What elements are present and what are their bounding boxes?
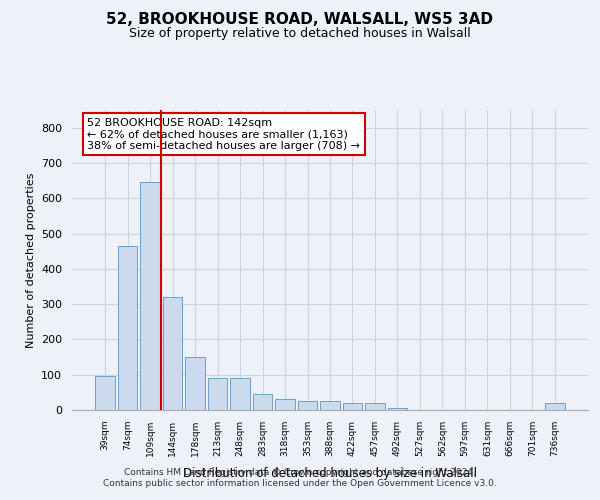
Bar xyxy=(343,403,362,410)
Bar xyxy=(185,357,205,410)
Bar xyxy=(253,394,272,410)
Bar xyxy=(140,182,160,410)
Bar xyxy=(230,378,250,410)
Bar xyxy=(208,378,227,410)
Bar xyxy=(163,297,182,410)
Bar xyxy=(320,401,340,410)
Text: 52 BROOKHOUSE ROAD: 142sqm
← 62% of detached houses are smaller (1,163)
38% of s: 52 BROOKHOUSE ROAD: 142sqm ← 62% of deta… xyxy=(88,118,361,150)
Bar xyxy=(95,376,115,410)
Bar xyxy=(298,401,317,410)
Bar xyxy=(388,408,407,410)
Text: Size of property relative to detached houses in Walsall: Size of property relative to detached ho… xyxy=(129,28,471,40)
Bar xyxy=(118,246,137,410)
Text: 52, BROOKHOUSE ROAD, WALSALL, WS5 3AD: 52, BROOKHOUSE ROAD, WALSALL, WS5 3AD xyxy=(107,12,493,28)
Text: Contains HM Land Registry data © Crown copyright and database right 2024.
Contai: Contains HM Land Registry data © Crown c… xyxy=(103,468,497,487)
Bar xyxy=(365,403,385,410)
Bar xyxy=(275,400,295,410)
X-axis label: Distribution of detached houses by size in Walsall: Distribution of detached houses by size … xyxy=(183,467,477,480)
Y-axis label: Number of detached properties: Number of detached properties xyxy=(26,172,35,348)
Bar xyxy=(545,403,565,410)
